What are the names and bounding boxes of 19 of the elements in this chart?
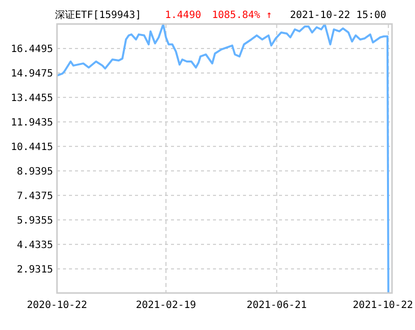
y-tick-label: 14.9475 — [10, 68, 53, 80]
x-tick-label: 2021-10-22 — [352, 300, 413, 311]
x-tick-label: 2021-02-19 — [136, 300, 196, 311]
text: 2021-10-22 15:00 — [290, 10, 386, 21]
text: 1.4490 — [165, 10, 202, 21]
y-tick-label: 11.9435 — [10, 117, 53, 128]
y-tick-label: 4.4335 — [16, 240, 53, 251]
y-tick-label: 8.9395 — [16, 166, 53, 178]
y-tick-label: 10.4415 — [10, 142, 53, 153]
y-tick-label: 13.4455 — [10, 92, 53, 104]
text: 1085.84% ↑ — [212, 10, 272, 21]
x-tick-label: 2020-10-22 — [26, 300, 88, 311]
y-tick-label: 2.9315 — [16, 264, 53, 276]
chart-title: 深证ETF[159943] — [55, 9, 142, 21]
y-tick-label: 5.9355 — [16, 215, 53, 226]
x-tick-label: 2021-06-21 — [246, 300, 307, 311]
y-tick-label: 16.4495 — [10, 44, 53, 55]
line-series — [56, 23, 390, 294]
y-tick-label: 7.4375 — [16, 190, 53, 202]
